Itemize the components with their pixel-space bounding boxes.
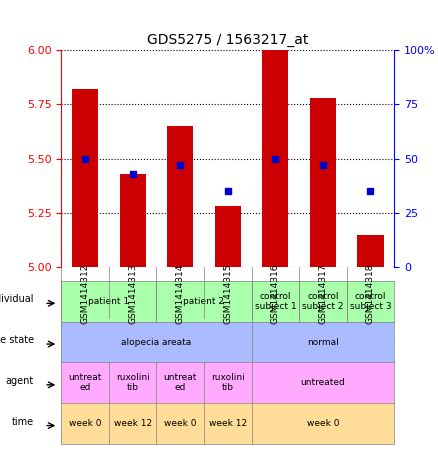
Text: GSM1414318: GSM1414318 [366,263,375,323]
Title: GDS5275 / 1563217_at: GDS5275 / 1563217_at [147,34,308,48]
Text: control
subject 3: control subject 3 [350,292,391,311]
Text: control
subject 2: control subject 2 [302,292,344,311]
Bar [167,126,193,267]
Bar [357,235,384,267]
Text: GSM1414317: GSM1414317 [318,263,327,323]
Bar [310,98,336,267]
Text: ruxolini
tib: ruxolini tib [211,373,245,392]
Text: disease state: disease state [0,335,34,345]
Text: untreat
ed: untreat ed [68,373,102,392]
Bar [215,207,241,267]
Text: week 0: week 0 [307,419,339,428]
Text: week 12: week 12 [208,419,247,428]
Bar [72,89,98,267]
Text: GSM1414316: GSM1414316 [271,263,280,323]
Text: week 0: week 0 [69,419,101,428]
Text: untreated: untreated [300,378,345,387]
Text: ■: ■ [61,452,73,453]
Text: patient 2: patient 2 [184,297,225,306]
Text: patient 1: patient 1 [88,297,130,306]
Bar [120,174,146,267]
Text: GSM1414315: GSM1414315 [223,263,232,323]
Text: week 0: week 0 [164,419,197,428]
Text: GSM1414313: GSM1414313 [128,263,137,323]
Bar [262,50,288,267]
Text: time: time [11,416,34,427]
Text: week 12: week 12 [113,419,152,428]
Text: control
subject 1: control subject 1 [254,292,296,311]
Text: individual: individual [0,294,34,304]
Text: normal: normal [307,337,339,347]
Text: agent: agent [6,376,34,386]
Text: alopecia areata: alopecia areata [121,337,191,347]
Text: untreat
ed: untreat ed [163,373,197,392]
Text: GSM1414314: GSM1414314 [176,263,185,323]
Text: GSM1414312: GSM1414312 [81,263,90,323]
Text: ruxolini
tib: ruxolini tib [116,373,149,392]
